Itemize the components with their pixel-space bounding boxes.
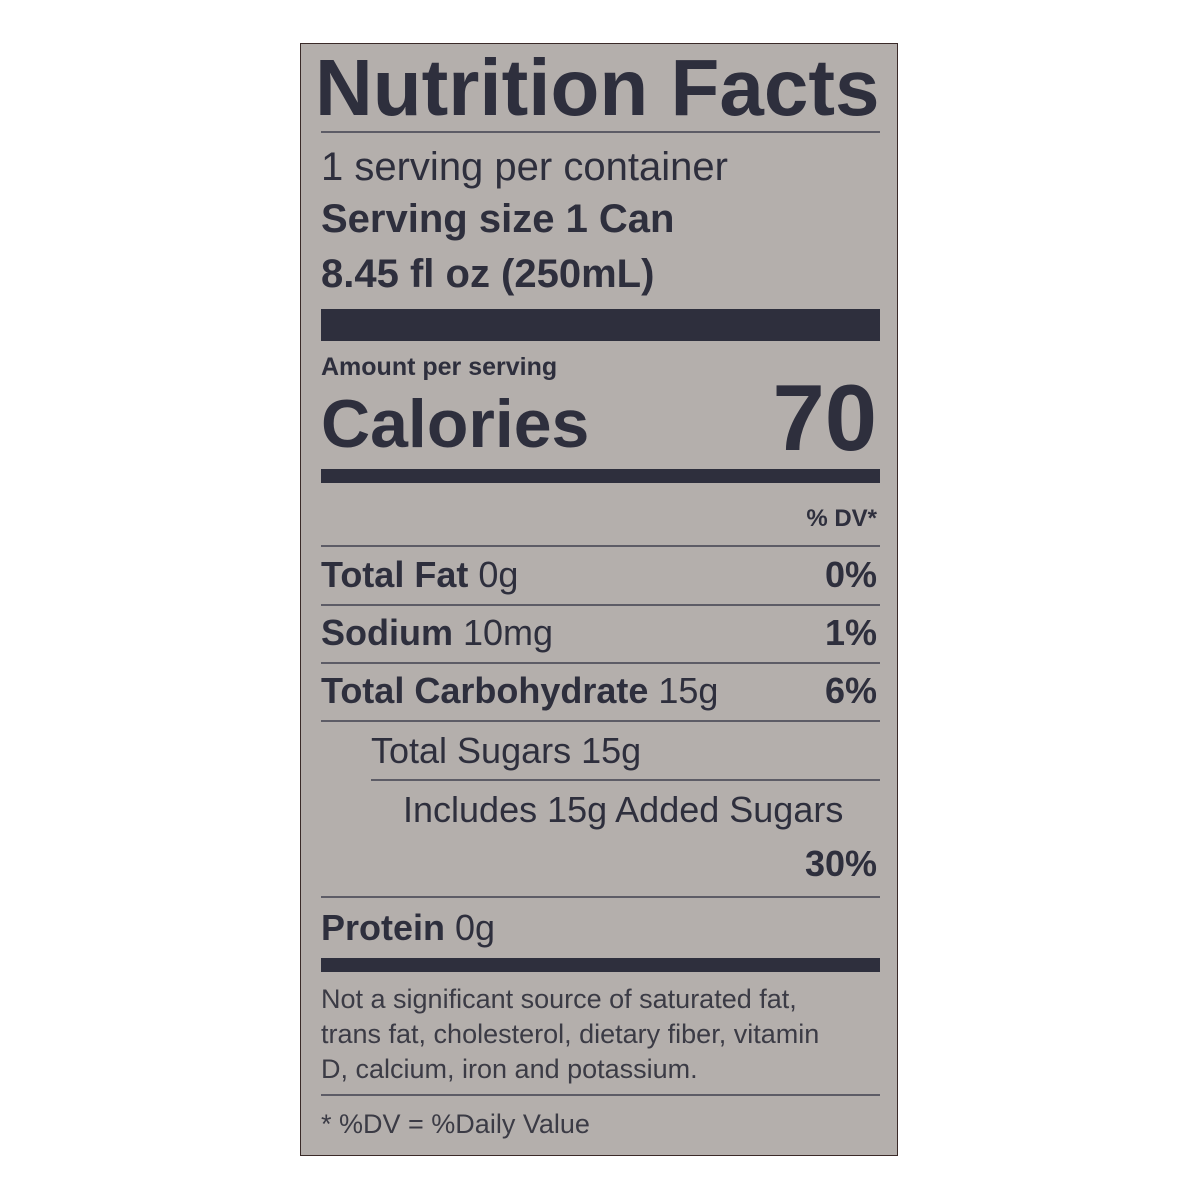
nutrient-name: Includes 15g Added Sugars [403, 789, 844, 830]
divider [321, 720, 880, 722]
thick-bar [321, 309, 880, 341]
nutrient-name: Sodium [321, 612, 453, 653]
nutrient-dv: 6% [824, 670, 877, 711]
calories-label: Calories [321, 386, 590, 462]
amount-per-serving: Amount per serving [321, 353, 558, 381]
footnote-line: trans fat, cholesterol, dietary fiber, v… [321, 1019, 820, 1049]
nutrient-name: Total Fat [321, 554, 469, 595]
nutrient-amount: 10mg [463, 612, 554, 653]
nutrient-dv: 30% [804, 843, 877, 884]
serving-size: Serving size 1 Can [321, 199, 675, 239]
medium-bar [321, 469, 880, 483]
divider [321, 131, 880, 133]
nutrient-dv: 0% [824, 554, 877, 595]
serving-size-label: Serving size [321, 197, 555, 241]
divider [321, 896, 880, 898]
footnote-line: D, calcium, iron and potassium. [321, 1054, 698, 1084]
dv-note: * %DV = %Daily Value [321, 1109, 590, 1139]
nutrient-name: Total Carbohydrate [321, 670, 649, 711]
divider [321, 1094, 880, 1096]
nutrient-amount: 15g [658, 670, 719, 711]
servings-per-container: 1 serving per container [321, 145, 728, 189]
divider [321, 604, 880, 606]
nutrition-facts-label: Nutrition Facts 1 serving per container … [300, 43, 898, 1156]
serving-size-value: 1 Can [565, 197, 675, 241]
medium-bar [321, 958, 880, 972]
divider [371, 779, 880, 781]
serving-size-volume: 8.45 fl oz (250mL) [321, 252, 655, 296]
nutrient-dv: 1% [824, 612, 877, 653]
footnote-line: Not a significant source of saturated fa… [321, 984, 797, 1014]
nutrient-amount: 0g [455, 907, 496, 948]
nutrient-name: Protein [321, 907, 446, 948]
label-title: Nutrition Facts [315, 43, 880, 132]
dv-header: % DV* [806, 505, 877, 532]
divider [321, 662, 880, 664]
nutrient-amount: 0g [478, 554, 519, 595]
divider [321, 545, 880, 547]
nutrient-name: Total Sugars [371, 730, 572, 771]
calories-value: 70 [772, 365, 877, 470]
nutrient-amount: 15g [581, 730, 642, 771]
